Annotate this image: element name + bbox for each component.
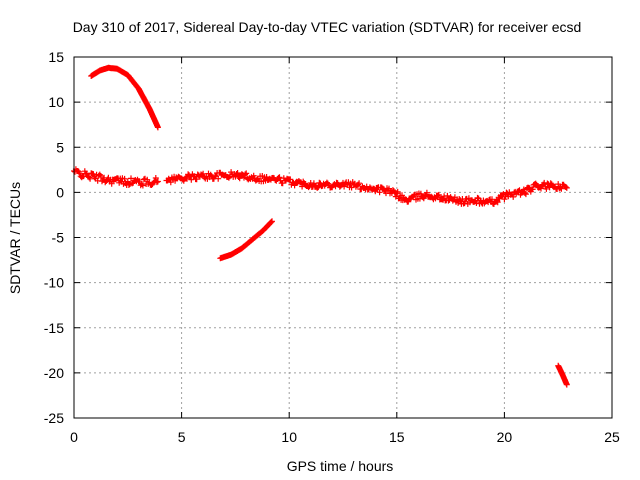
data-marks-arc-3 [163,169,570,207]
y-tick-label: 5 [56,139,64,155]
y-tick-label: -5 [52,230,65,246]
axis-ticks: 0 5 10 15 20 25 15 10 5 0 -5 -10 -15 -20 -25 [44,49,620,445]
y-tick-label: 10 [48,94,64,110]
grid [74,57,612,418]
chart-title: Day 310 of 2017, Sidereal Day-to-day VTE… [73,19,582,35]
y-tick-label: -25 [44,410,64,426]
y-axis-title: SDTVAR / TECUs [7,182,23,294]
x-tick-label: 5 [178,429,186,445]
x-tick-label: 10 [281,429,297,445]
y-tick-label: -15 [44,320,64,336]
data-marks-arc-4 [217,218,275,262]
data-marks-arc-5 [555,362,570,388]
x-tick-label: 15 [389,429,405,445]
data-marks-arc-1 [88,64,161,131]
y-tick-label: 15 [48,49,64,65]
series-arc-5 [555,362,570,388]
series-arc-1 [88,64,161,131]
series-arc-3 [163,169,570,207]
x-axis-title: GPS time / hours [287,458,394,474]
x-tick-label: 25 [604,429,620,445]
series-arc-4 [217,218,275,262]
x-tick-label: 0 [70,429,78,445]
y-tick-label: -10 [44,275,64,291]
y-tick-label: -20 [44,365,64,381]
y-tick-label: 0 [56,184,64,200]
x-tick-label: 20 [497,429,513,445]
